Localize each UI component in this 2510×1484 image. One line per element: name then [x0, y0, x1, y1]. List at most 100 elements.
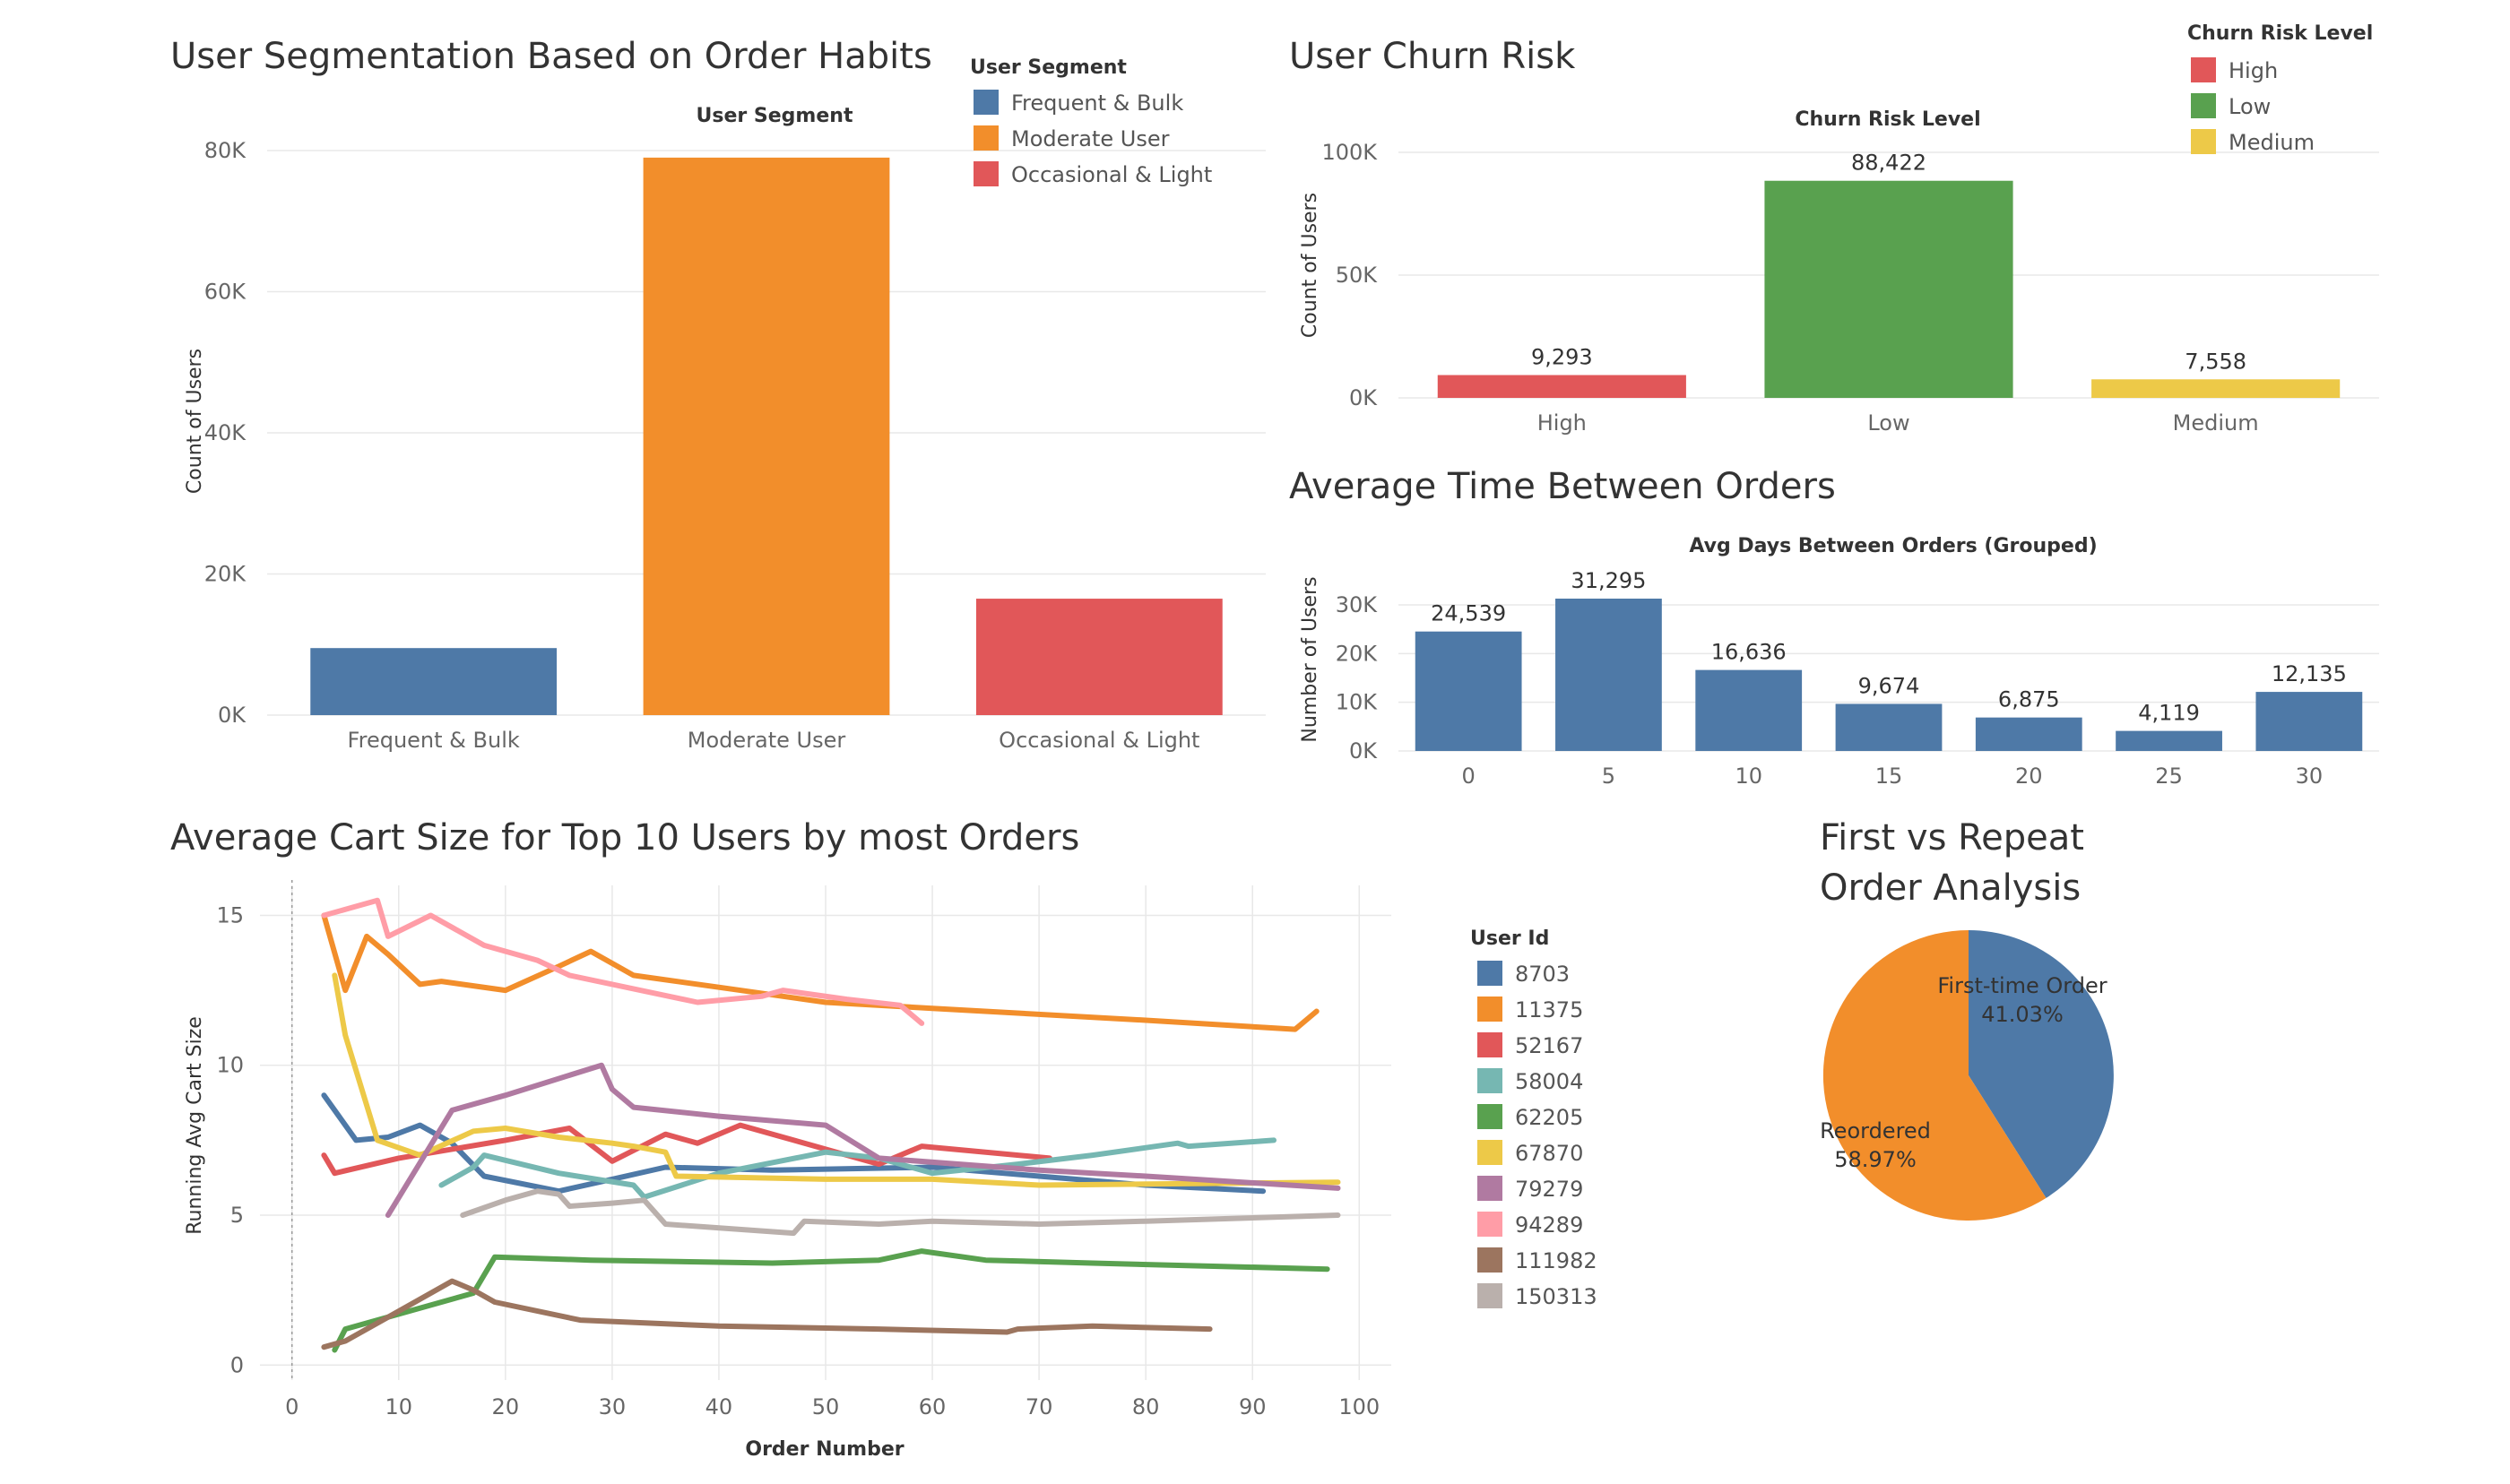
bar[interactable] — [310, 648, 558, 715]
legend-label: 52167 — [1515, 1033, 1583, 1058]
x-tick-label: 0 — [1462, 764, 1476, 789]
y-tick-label: 15 — [216, 902, 244, 928]
churn-x-ticks: High Low Medium — [1537, 410, 2259, 436]
x-tick-label: 30 — [2296, 764, 2324, 789]
pie-slice-label: Reordered — [1820, 1118, 1931, 1143]
segmentation-panel: User Segmentation Based on Order Habits … — [170, 36, 1266, 753]
bar[interactable] — [1415, 631, 1522, 751]
series-line-67870[interactable] — [332, 972, 1341, 1188]
pie-slice-percent: 41.03% — [1981, 1002, 2064, 1027]
time-between-orders-y-ticks: 0K 10K 20K 30K — [1336, 592, 1379, 764]
series-line-58004[interactable] — [438, 1137, 1277, 1200]
legend-swatch — [1477, 1068, 1502, 1093]
cart-size-lines — [321, 897, 1341, 1353]
time-between-orders-header: Avg Days Between Orders (Grouped) — [1689, 535, 2097, 557]
x-tick-label: 100 — [1338, 1394, 1380, 1419]
y-tick-label: 0K — [1349, 385, 1378, 410]
legend-swatch — [1477, 1176, 1502, 1201]
cart-size-title: Average Cart Size for Top 10 Users by mo… — [170, 817, 1079, 858]
legend-label: 79279 — [1515, 1177, 1583, 1202]
x-tick-label: 40 — [705, 1394, 733, 1419]
cart-size-x-ticks: 0 10 20 30 40 50 60 70 80 90 100 — [285, 1394, 1380, 1419]
time-between-orders-x-ticks: 0 5 10 15 20 25 30 — [1462, 764, 2324, 789]
y-tick-label: 0 — [230, 1352, 244, 1377]
bar[interactable] — [2116, 730, 2222, 751]
series-line-11375[interactable] — [321, 912, 1320, 1032]
legend-label: Low — [2229, 94, 2271, 119]
x-tick-label: 15 — [1875, 764, 1903, 789]
cart-size-y-ticks: 0 5 10 15 — [216, 902, 244, 1377]
legend-swatch — [1477, 1212, 1502, 1237]
y-tick-label: 0K — [1349, 738, 1378, 764]
y-tick-label: 20K — [1336, 641, 1379, 666]
time-between-orders-bars: 24,539 31,295 16,636 9,674 6,875 4,119 12,135 — [1415, 568, 2363, 751]
legend-swatch — [1477, 961, 1502, 986]
bar-value-label: 24,539 — [1431, 601, 1506, 626]
pie-slice[interactable] — [1822, 930, 2047, 1221]
legend-swatch — [1477, 1247, 1502, 1273]
bar[interactable] — [1437, 375, 1686, 398]
series-line-52167[interactable] — [321, 1122, 1052, 1177]
bar[interactable] — [2091, 379, 2341, 398]
series-line-62205[interactable] — [332, 1248, 1330, 1353]
cart-size-x-axis-label: Order Number — [745, 1438, 904, 1461]
legend-swatch — [1477, 1140, 1502, 1165]
x-tick-label: 80 — [1132, 1394, 1160, 1419]
churn-legend-title: Churn Risk Level — [2187, 22, 2373, 45]
legend-swatch — [1477, 997, 1502, 1022]
segmentation-bars — [310, 157, 1223, 715]
legend-swatch — [1477, 1283, 1502, 1308]
bar-value-label: 88,422 — [1851, 151, 1926, 176]
series-line-94289[interactable] — [321, 897, 925, 1026]
bar[interactable] — [1695, 669, 1803, 751]
y-tick-label: 5 — [230, 1203, 244, 1228]
y-tick-label: 10K — [1336, 690, 1379, 715]
x-tick-label: 90 — [1239, 1394, 1267, 1419]
y-tick-label: 60K — [204, 280, 247, 305]
bar[interactable] — [1975, 717, 2082, 751]
x-tick-label: 70 — [1026, 1394, 1053, 1419]
bar[interactable] — [1555, 599, 1662, 751]
series-line-79279[interactable] — [385, 1062, 1341, 1218]
legend-swatch — [2191, 129, 2216, 154]
bar[interactable] — [975, 599, 1223, 715]
legend-label: Frequent & Bulk — [1011, 91, 1183, 116]
series-line-150313[interactable] — [460, 1188, 1341, 1237]
bar[interactable] — [1764, 180, 2013, 398]
bar[interactable] — [2255, 692, 2363, 751]
legend-swatch — [974, 161, 999, 186]
pie-title-line-2: Order Analysis — [1820, 867, 2081, 909]
bar[interactable] — [643, 157, 890, 715]
legend-label: 62205 — [1515, 1105, 1583, 1130]
legend-label: 94289 — [1515, 1212, 1583, 1238]
cart-size-panel: Average Cart Size for Top 10 Users by mo… — [170, 817, 1597, 1461]
y-tick-label: 30K — [1336, 592, 1379, 617]
segmentation-x-ticks: Frequent & Bulk Moderate User Occasional &… — [348, 728, 1200, 753]
bar-value-label: 9,293 — [1531, 345, 1593, 370]
pie-title-line-1: First vs Repeat — [1820, 817, 2084, 858]
series-line-8703[interactable] — [321, 1092, 1267, 1195]
bar[interactable] — [1835, 703, 1943, 751]
series-line-111982[interactable] — [321, 1278, 1213, 1350]
pie-slice-percent: 58.97% — [1834, 1147, 1917, 1172]
x-tick-label: Moderate User — [688, 728, 846, 753]
legend-label: 8703 — [1515, 962, 1570, 987]
bar-value-label: 4,119 — [2138, 701, 2200, 726]
y-tick-label: 50K — [1336, 263, 1379, 288]
legend-swatch — [2191, 93, 2216, 118]
bar-value-label: 7,558 — [2185, 349, 2246, 374]
x-tick-label: High — [1537, 410, 1587, 436]
segmentation-legend-title: User Segment — [970, 56, 1127, 79]
churn-legend-items: High Low Medium — [2191, 57, 2315, 155]
legend-swatch — [974, 90, 999, 115]
x-tick-label: 50 — [812, 1394, 840, 1419]
pie-slice[interactable] — [1969, 930, 2114, 1198]
bar-value-label: 16,636 — [1711, 640, 1787, 665]
x-tick-label: 0 — [285, 1394, 299, 1419]
cart-size-legend-title: User Id — [1470, 928, 1549, 950]
segmentation-header: User Segment — [697, 105, 853, 127]
x-tick-label: 5 — [1602, 764, 1615, 789]
churn-bars: 9,293 88,422 7,558 — [1437, 151, 2341, 398]
churn-title: User Churn Risk — [1289, 36, 1576, 77]
legend-swatch — [974, 125, 999, 151]
